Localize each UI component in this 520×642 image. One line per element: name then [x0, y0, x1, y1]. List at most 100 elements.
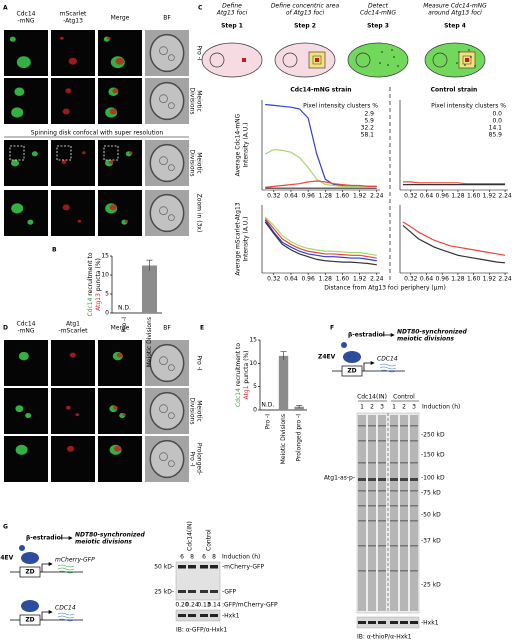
signal	[62, 204, 70, 211]
group-label: Control	[393, 394, 415, 401]
micrograph	[98, 30, 142, 76]
transcript	[57, 570, 75, 574]
roi	[462, 55, 472, 65]
band	[358, 570, 366, 572]
band	[368, 478, 376, 481]
band	[410, 462, 418, 464]
ratio-label: :GFP/mCherry-GFP	[222, 602, 278, 609]
lane-label: 6	[202, 554, 206, 561]
lane-smear	[358, 415, 366, 611]
marker-label: -100 kD	[421, 475, 445, 482]
row-label: Pro -I	[196, 45, 203, 61]
cdc14-dot	[391, 49, 393, 51]
band	[358, 490, 366, 492]
band-label: -Hxk1	[421, 620, 439, 627]
zoom-box	[56, 145, 72, 161]
marker-label: -25 kD	[421, 582, 441, 589]
promoter-label: ZD	[25, 569, 34, 576]
cdc14-dot	[464, 64, 466, 66]
step-description: Define concentric area	[271, 3, 340, 10]
band	[378, 490, 386, 492]
activator	[21, 600, 39, 612]
y-axis-label-part: recruitment to	[87, 252, 94, 297]
band	[188, 565, 196, 569]
row-label: Pro -I	[196, 355, 203, 371]
vacuole	[167, 460, 175, 468]
signal	[113, 405, 118, 410]
panel-label: E	[200, 325, 204, 332]
x-tick-label: Pro -I	[264, 414, 271, 430]
chart-title: Control strain	[431, 87, 478, 94]
band	[390, 621, 398, 624]
band	[358, 545, 366, 547]
vacuole	[167, 214, 175, 222]
value-label: N.D.	[118, 305, 131, 312]
x-tick-label: 1.92	[483, 276, 497, 283]
band	[378, 520, 386, 522]
column-header: mScarlet	[60, 11, 87, 18]
x-tick-label: 0.96	[301, 193, 315, 200]
marker-label: -37 kD	[421, 538, 441, 545]
atg13-focus	[315, 58, 319, 62]
band	[400, 545, 408, 547]
band	[368, 462, 376, 464]
cdc14-dot	[379, 62, 381, 64]
micrograph	[98, 436, 142, 482]
band	[410, 570, 418, 572]
ratio: 0.13	[197, 602, 211, 609]
step-title: Step 4	[444, 23, 466, 30]
vacuole	[159, 94, 168, 104]
signal	[15, 444, 28, 455]
y-axis-label-part: Atg13	[95, 293, 102, 311]
band	[178, 565, 186, 569]
x-tick-label: 0.64	[420, 276, 434, 283]
signal	[107, 36, 111, 40]
y-axis-label: Cdc14 recruitment to	[87, 252, 94, 316]
signal	[109, 204, 117, 211]
gene: mCherry-GFP	[55, 557, 95, 564]
micrograph	[51, 78, 95, 124]
x-tick-label: Pro -I	[121, 317, 128, 333]
band	[200, 565, 208, 569]
x-tick-label: 0.32	[404, 276, 418, 283]
row-label: Pro -I	[189, 451, 196, 467]
band	[400, 520, 408, 522]
vacuole	[159, 206, 168, 216]
cdc14-dot	[468, 49, 470, 51]
signal	[11, 107, 24, 118]
band	[400, 490, 408, 492]
band	[378, 545, 386, 547]
column-header: Cdc14	[17, 321, 36, 328]
band	[378, 440, 386, 442]
x-tick-label: 1.28	[319, 193, 333, 200]
bar	[278, 355, 289, 410]
column-header: -mNG	[17, 18, 34, 25]
y-tick-label: 10	[101, 272, 109, 279]
legend-entry: 14.1	[489, 125, 503, 132]
signal	[108, 160, 114, 164]
y-tick-label: 0	[253, 407, 257, 414]
y-tick-label: 5	[105, 291, 109, 298]
series-line	[264, 216, 377, 256]
y-tick-label: 10	[249, 360, 257, 367]
vacuole	[159, 46, 168, 56]
x-tick-label: 0.96	[436, 193, 450, 200]
signal	[124, 219, 129, 223]
nucleus	[282, 52, 298, 68]
band	[378, 621, 386, 624]
x-tick-label: 0.32	[267, 276, 281, 283]
x-tick-label: 0.64	[284, 276, 298, 283]
ratio: 0.14	[207, 602, 221, 609]
lane-label: 2	[402, 404, 406, 411]
series-line	[402, 221, 506, 256]
column-header: -mScarlet	[59, 328, 89, 335]
signal	[129, 151, 133, 155]
band	[410, 505, 418, 507]
loading-blot	[356, 616, 420, 629]
signal	[18, 351, 29, 361]
ratio: 0.20	[175, 602, 189, 609]
transcript	[379, 366, 397, 370]
vacuole	[159, 156, 168, 166]
transcript	[379, 369, 397, 373]
row-label: Prolonged-	[196, 443, 203, 475]
